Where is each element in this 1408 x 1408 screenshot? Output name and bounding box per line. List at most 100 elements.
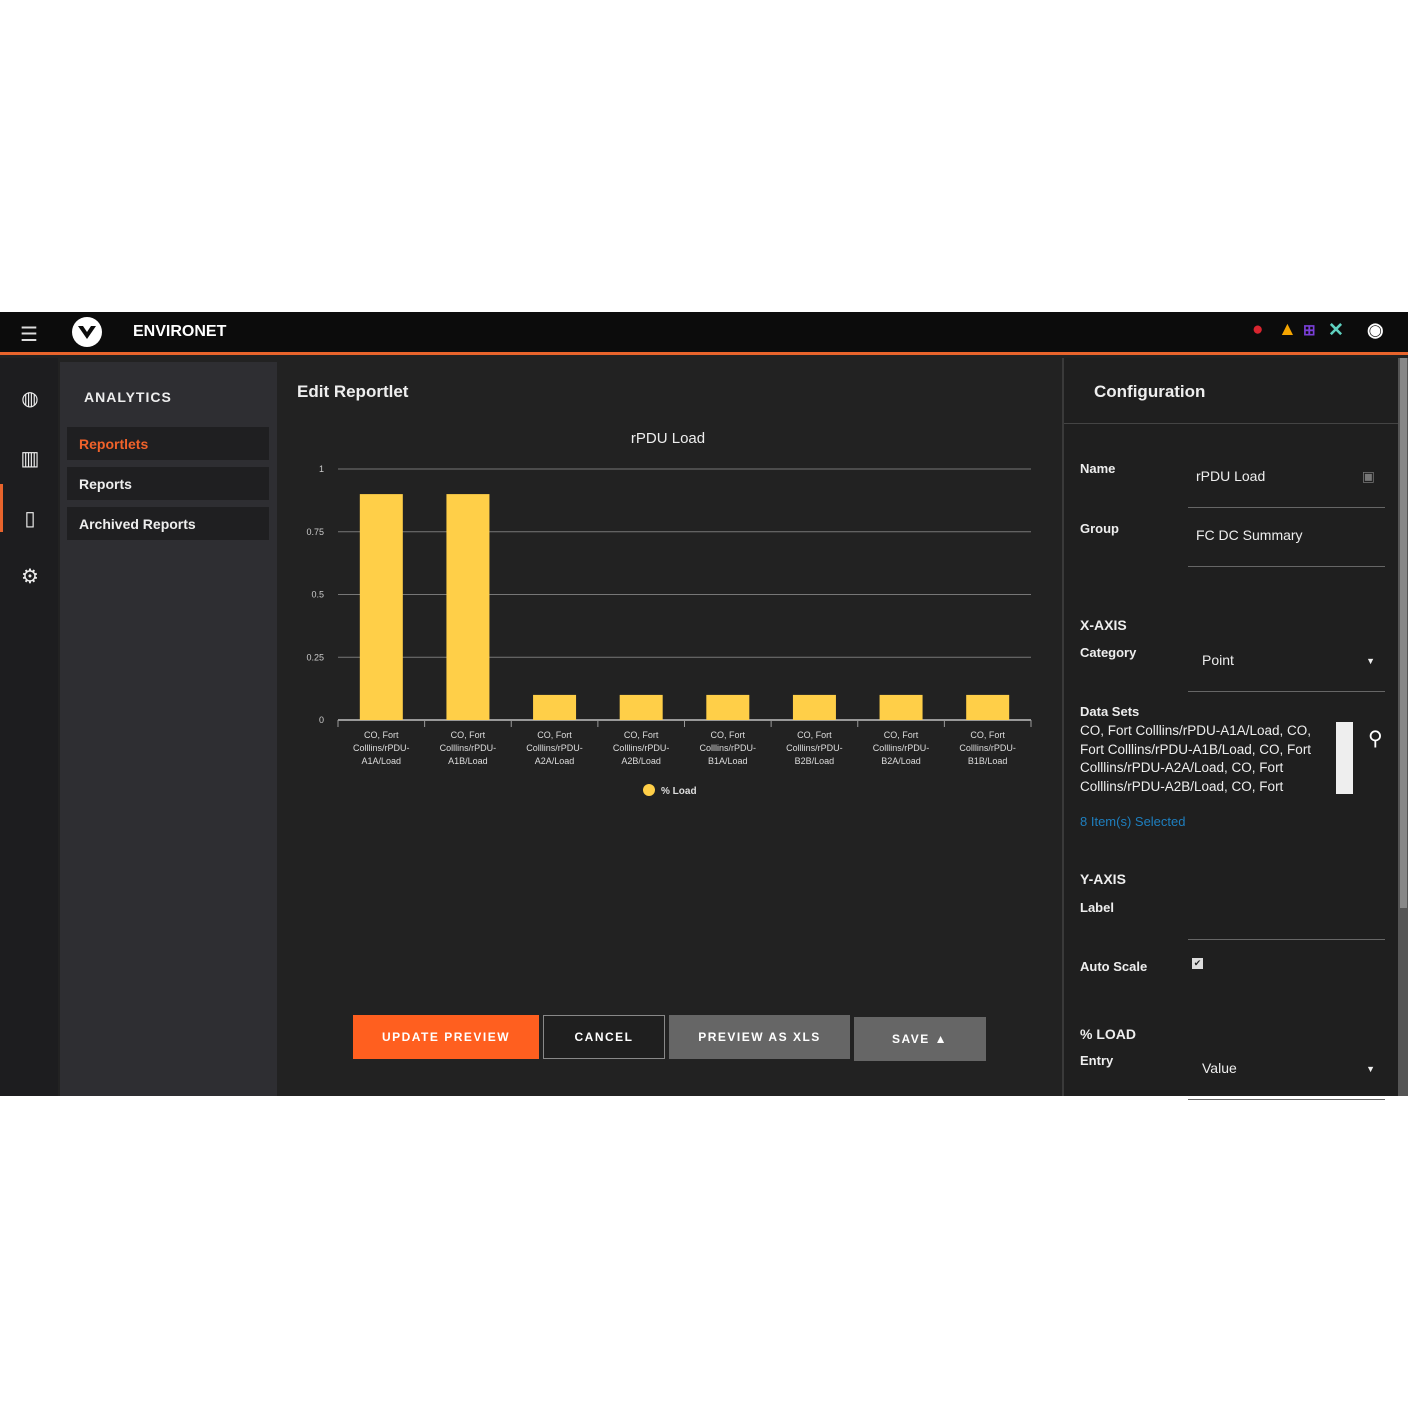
x-tick-label-line: A2A/Load	[535, 756, 575, 766]
bar	[619, 694, 663, 720]
x-tick-label-line: CO, Fort	[711, 730, 746, 740]
x-tick-label-line: B1B/Load	[968, 756, 1008, 766]
rail-selection-indicator	[0, 484, 3, 532]
app-window: ☰ ENVIRONET ● ▲ ⊞ ✕ ◉ ◍ ▥ ▯ ⚙ ANALYTICS …	[0, 312, 1408, 1100]
x-tick-label-line: B2B/Load	[795, 756, 835, 766]
warning-icon[interactable]: ▲	[1278, 319, 1297, 340]
x-tick-label-line: CO, Fort	[364, 730, 399, 740]
x-tick-label-line: Colllins/rPDU-	[959, 743, 1016, 753]
bar	[446, 494, 490, 720]
x-tick-label: CO, Fort Colllins/rPDU- B1B/Load	[959, 730, 1016, 766]
vertiv-logo	[72, 317, 102, 347]
bar	[792, 694, 836, 720]
preview-as-xls-button[interactable]: PREVIEW AS XLS	[669, 1015, 850, 1059]
x-tick-label-line: CO, Fort	[537, 730, 572, 740]
auto-scale-checkbox[interactable]: ✔	[1192, 958, 1203, 969]
category-select[interactable]: Point ▼	[1188, 652, 1385, 692]
alarm-critical-icon[interactable]: ●	[1252, 319, 1264, 340]
configuration-panel: Configuration Name rPDU Load ▣ Group FC D…	[1062, 358, 1400, 1100]
update-preview-button[interactable]: UPDATE PREVIEW	[353, 1015, 539, 1059]
items-selected-link[interactable]: 8 Item(s) Selected	[1080, 814, 1186, 829]
gear-icon[interactable]: ⚙	[21, 566, 39, 588]
top-bar: ☰ ENVIRONET ● ▲ ⊞ ✕ ◉	[0, 312, 1408, 355]
sidebar-item-reportlets[interactable]: Reportlets	[67, 427, 269, 460]
group-input[interactable]: FC DC Summary	[1188, 527, 1385, 567]
x-tick-label-line: CO, Fort	[797, 730, 832, 740]
x-tick-label-line: Colllins/rPDU-	[786, 743, 843, 753]
y-tick-label: 1	[319, 464, 324, 474]
contact-card-icon: ▣	[1361, 468, 1375, 484]
page-title: Edit Reportlet	[297, 382, 409, 401]
y-label-label: Label	[1080, 900, 1114, 915]
search-icon[interactable]: ⚲	[1368, 728, 1383, 750]
globe-icon[interactable]: ◍	[21, 388, 39, 410]
icon-rail: ◍ ▥ ▯ ⚙	[0, 358, 58, 1096]
bar-chart: rPDU Load 0 0.25 0.5 0.75 1 CO, Fort Colllins/…	[306, 430, 1032, 797]
category-value: Point	[1202, 652, 1234, 668]
sidebar: ANALYTICS Reportlets Reports Archived Re…	[60, 362, 277, 1096]
bar	[359, 494, 403, 720]
x-tick-label-line: A2B/Load	[621, 756, 661, 766]
x-tick-label-line: A1B/Load	[448, 756, 488, 766]
x-tick-label: CO, Fort Colllins/rPDU- B2A/Load	[873, 730, 930, 766]
entry-select[interactable]: Value ▼	[1188, 1060, 1385, 1100]
legend-marker	[643, 784, 655, 796]
x-tick-label-line: Colllins/rPDU-	[440, 743, 497, 753]
name-value: rPDU Load	[1196, 468, 1266, 484]
divider	[1064, 423, 1400, 424]
sidebar-item-reports[interactable]: Reports	[67, 467, 269, 500]
sidebar-item-archived-reports[interactable]: Archived Reports	[67, 507, 269, 540]
bar	[533, 694, 577, 720]
x-tick-label-line: CO, Fort	[624, 730, 659, 740]
tools-icon[interactable]: ✕	[1328, 320, 1344, 341]
data-sets-scrollbar[interactable]	[1336, 722, 1353, 794]
bar	[879, 694, 923, 720]
save-label: SAVE	[891, 1032, 930, 1046]
legend-label: % Load	[661, 786, 697, 797]
cancel-button[interactable]: CANCEL	[543, 1015, 665, 1059]
x-tick-label-line: CO, Fort	[970, 730, 1005, 740]
y-tick-label: 0.25	[306, 652, 324, 662]
x-tick-label-line: B2A/Load	[881, 756, 921, 766]
x-axis-heading: X-AXIS	[1080, 617, 1127, 633]
x-tick-label: CO, Fort Colllins/rPDU- A2B/Load	[613, 730, 670, 766]
name-input[interactable]: rPDU Load ▣	[1188, 468, 1385, 508]
x-tick-label-line: Colllins/rPDU-	[613, 743, 670, 753]
analytics-icon[interactable]: ▥	[20, 448, 40, 470]
x-tick-label: CO, Fort Colllins/rPDU- A2A/Load	[526, 730, 583, 766]
page-scrollbar-thumb[interactable]	[1400, 358, 1407, 908]
y-tick-label: 0.5	[311, 590, 324, 600]
y-axis-heading: Y-AXIS	[1080, 871, 1126, 887]
save-button[interactable]: SAVE ▲	[854, 1017, 986, 1061]
x-tick-label-line: Colllins/rPDU-	[526, 743, 583, 753]
user-icon[interactable]: ◉	[1367, 320, 1384, 341]
dropdown-arrow-icon: ▼	[1366, 1064, 1375, 1074]
data-sets-textarea[interactable]: CO, Fort Colllins/rPDU-A1A/Load, CO, For…	[1080, 723, 1312, 794]
data-sets-label: Data Sets	[1080, 704, 1140, 719]
server-icon[interactable]: ▯	[24, 508, 36, 530]
x-tick-label-line: Colllins/rPDU-	[700, 743, 757, 753]
bar	[706, 694, 750, 720]
y-label-input[interactable]	[1188, 900, 1385, 940]
x-tick-label-line: Colllins/rPDU-	[873, 743, 930, 753]
entry-value: Value	[1202, 1060, 1237, 1076]
chart-title: rPDU Load	[631, 430, 705, 447]
caret-up-icon: ▲	[934, 1032, 949, 1046]
load-heading: % LOAD	[1080, 1026, 1136, 1042]
x-tick-label-line: A1A/Load	[362, 756, 402, 766]
group-label: Group	[1080, 521, 1119, 536]
bar	[966, 694, 1010, 720]
menu-icon[interactable]: ☰	[20, 324, 38, 346]
x-tick-label-line: B1A/Load	[708, 756, 748, 766]
x-tick-label: CO, Fort Colllins/rPDU- A1B/Load	[440, 730, 497, 766]
y-tick-label: 0.75	[306, 527, 324, 537]
config-title: Configuration	[1094, 382, 1206, 401]
network-icon[interactable]: ⊞	[1303, 322, 1316, 339]
x-tick-label-line: Colllins/rPDU-	[353, 743, 410, 753]
main-panel: Edit Reportlet rPDU Load 0 0.25 0.5 0.75 1 CO…	[277, 358, 1062, 1096]
category-label: Category	[1080, 645, 1137, 660]
x-tick-label: CO, Fort Colllins/rPDU- A1A/Load	[353, 730, 410, 766]
name-label: Name	[1080, 461, 1116, 476]
x-tick-label-line: CO, Fort	[884, 730, 919, 740]
auto-scale-label: Auto Scale	[1080, 959, 1148, 974]
